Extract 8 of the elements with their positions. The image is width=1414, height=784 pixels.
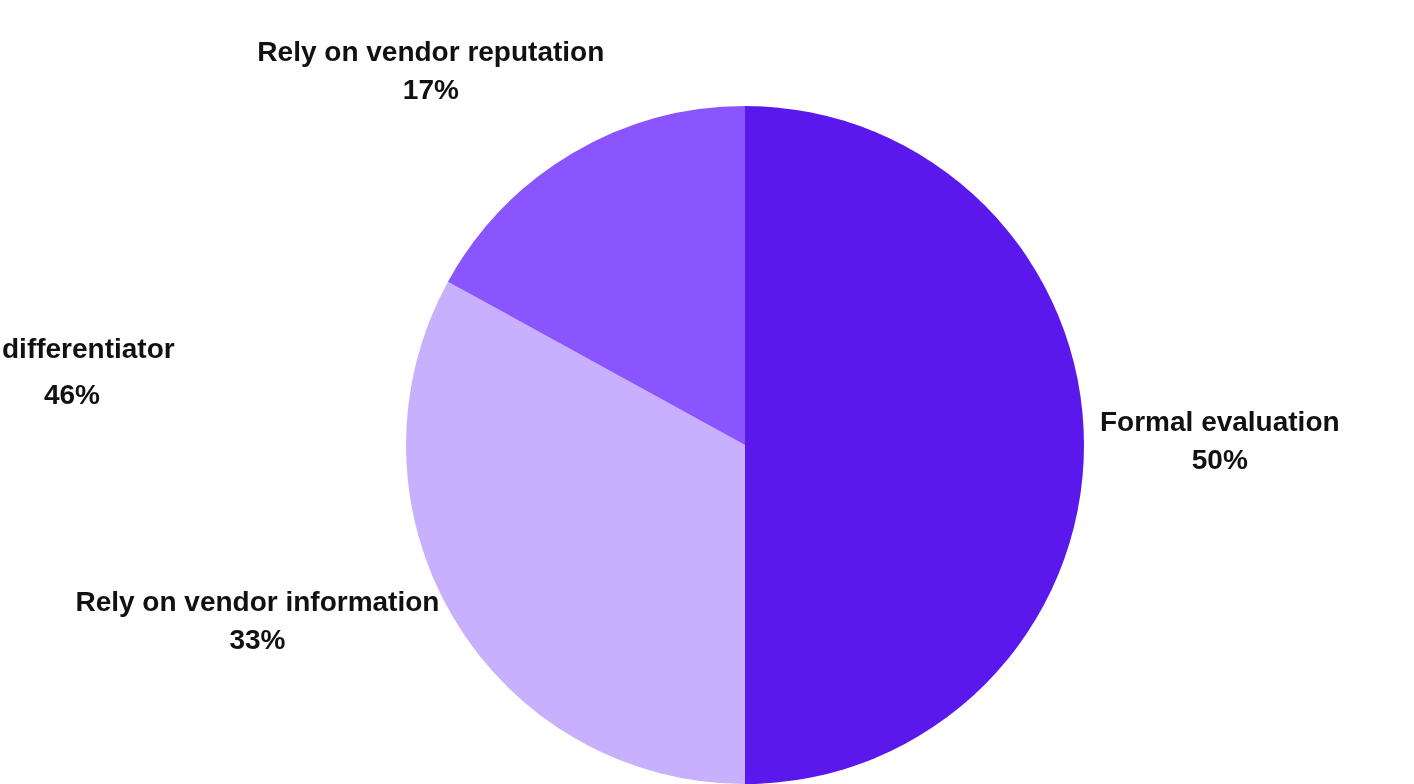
slice-label: Rely on vendor information (75, 586, 440, 618)
text: differentiator (2, 332, 175, 366)
slice-label: Formal evaluation (1099, 405, 1340, 437)
data-label: 33% (229, 624, 286, 656)
data-label: 17% (402, 74, 459, 106)
data-label: 50% (1191, 443, 1248, 475)
slice-label: Rely on vendor reputation (257, 36, 605, 68)
text: 46% (42, 378, 101, 412)
